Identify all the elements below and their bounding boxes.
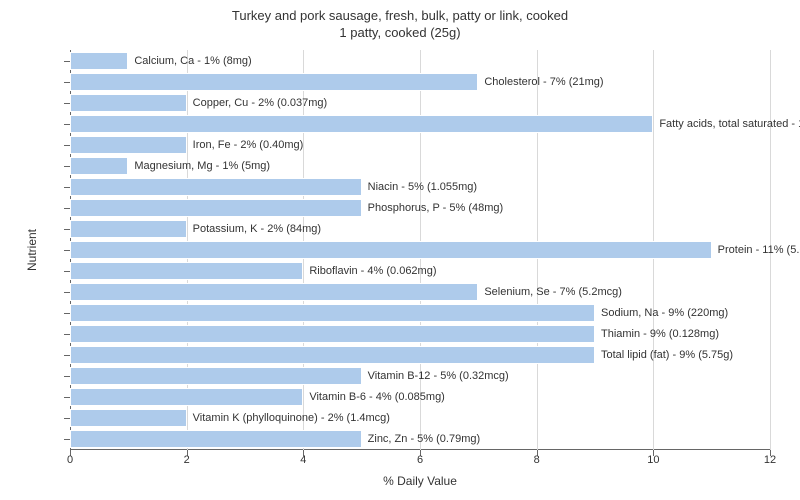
title-line-2: 1 patty, cooked (25g): [0, 25, 800, 42]
bar-row: Zinc, Zn - 5% (0.79mg): [70, 430, 770, 448]
bar: [70, 409, 187, 427]
x-tick-label: 4: [300, 454, 306, 466]
bar-label: Niacin - 5% (1.055mg): [362, 178, 477, 196]
bar: [70, 73, 478, 91]
bar-label: Calcium, Ca - 1% (8mg): [128, 52, 251, 70]
bar-label: Magnesium, Mg - 1% (5mg): [128, 157, 270, 175]
bar-label: Thiamin - 9% (0.128mg): [595, 325, 719, 343]
bar-label: Iron, Fe - 2% (0.40mg): [187, 136, 304, 154]
bar-row: Selenium, Se - 7% (5.2mcg): [70, 283, 770, 301]
bar: [70, 241, 712, 259]
bar: [70, 136, 187, 154]
nutrient-chart: Turkey and pork sausage, fresh, bulk, pa…: [0, 0, 800, 500]
bar: [70, 325, 595, 343]
bar: [70, 283, 478, 301]
bar: [70, 178, 362, 196]
bar-label: Copper, Cu - 2% (0.037mg): [187, 94, 328, 112]
bar-row: Vitamin B-12 - 5% (0.32mcg): [70, 367, 770, 385]
x-tick-label: 8: [534, 454, 540, 466]
bar: [70, 220, 187, 238]
chart-title: Turkey and pork sausage, fresh, bulk, pa…: [0, 0, 800, 42]
bar: [70, 115, 653, 133]
bar-row: Calcium, Ca - 1% (8mg): [70, 52, 770, 70]
bar: [70, 94, 187, 112]
bar-row: Niacin - 5% (1.055mg): [70, 178, 770, 196]
bar-label: Vitamin B-12 - 5% (0.32mcg): [362, 367, 509, 385]
title-line-1: Turkey and pork sausage, fresh, bulk, pa…: [0, 8, 800, 25]
bar: [70, 157, 128, 175]
bar-row: Iron, Fe - 2% (0.40mg): [70, 136, 770, 154]
bar-label: Riboflavin - 4% (0.062mg): [303, 262, 436, 280]
bar-label: Total lipid (fat) - 9% (5.75g): [595, 346, 733, 364]
x-tick-label: 6: [417, 454, 423, 466]
bar-row: Potassium, K - 2% (84mg): [70, 220, 770, 238]
bar-label: Fatty acids, total saturated - 10% (1.98…: [653, 115, 800, 133]
bar: [70, 367, 362, 385]
bar: [70, 262, 303, 280]
bar-row: Vitamin B-6 - 4% (0.085mg): [70, 388, 770, 406]
bar: [70, 199, 362, 217]
bar-row: Phosphorus, P - 5% (48mg): [70, 199, 770, 217]
bar-label: Zinc, Zn - 5% (0.79mg): [362, 430, 480, 448]
bar-label: Sodium, Na - 9% (220mg): [595, 304, 728, 322]
x-tick-label: 0: [67, 454, 73, 466]
bar-row: Protein - 11% (5.68g): [70, 241, 770, 259]
bar-label: Potassium, K - 2% (84mg): [187, 220, 321, 238]
bar-row: Copper, Cu - 2% (0.037mg): [70, 94, 770, 112]
bar-row: Riboflavin - 4% (0.062mg): [70, 262, 770, 280]
bar: [70, 388, 303, 406]
bar-label: Selenium, Se - 7% (5.2mcg): [478, 283, 622, 301]
bar-row: Magnesium, Mg - 1% (5mg): [70, 157, 770, 175]
bar: [70, 304, 595, 322]
bar: [70, 52, 128, 70]
x-tick-label: 10: [647, 454, 659, 466]
x-ticks: 024681012: [70, 450, 770, 470]
plot-area: Calcium, Ca - 1% (8mg) Cholesterol - 7% (…: [70, 50, 770, 450]
bar-label: Protein - 11% (5.68g): [712, 241, 800, 259]
bar-label: Vitamin B-6 - 4% (0.085mg): [303, 388, 445, 406]
bar-row: Sodium, Na - 9% (220mg): [70, 304, 770, 322]
bar-row: Cholesterol - 7% (21mg): [70, 73, 770, 91]
bar-label: Phosphorus, P - 5% (48mg): [362, 199, 504, 217]
bar-row: Thiamin - 9% (0.128mg): [70, 325, 770, 343]
bar-row: Total lipid (fat) - 9% (5.75g): [70, 346, 770, 364]
bar-row: Fatty acids, total saturated - 10% (1.98…: [70, 115, 770, 133]
bar-label: Cholesterol - 7% (21mg): [478, 73, 603, 91]
bar: [70, 346, 595, 364]
y-axis-label: Nutrient: [25, 229, 39, 271]
bar: [70, 430, 362, 448]
x-tick-label: 12: [764, 454, 776, 466]
bar-row: Vitamin K (phylloquinone) - 2% (1.4mcg): [70, 409, 770, 427]
x-axis-label: % Daily Value: [383, 474, 457, 488]
x-tick-label: 2: [184, 454, 190, 466]
bar-label: Vitamin K (phylloquinone) - 2% (1.4mcg): [187, 409, 390, 427]
